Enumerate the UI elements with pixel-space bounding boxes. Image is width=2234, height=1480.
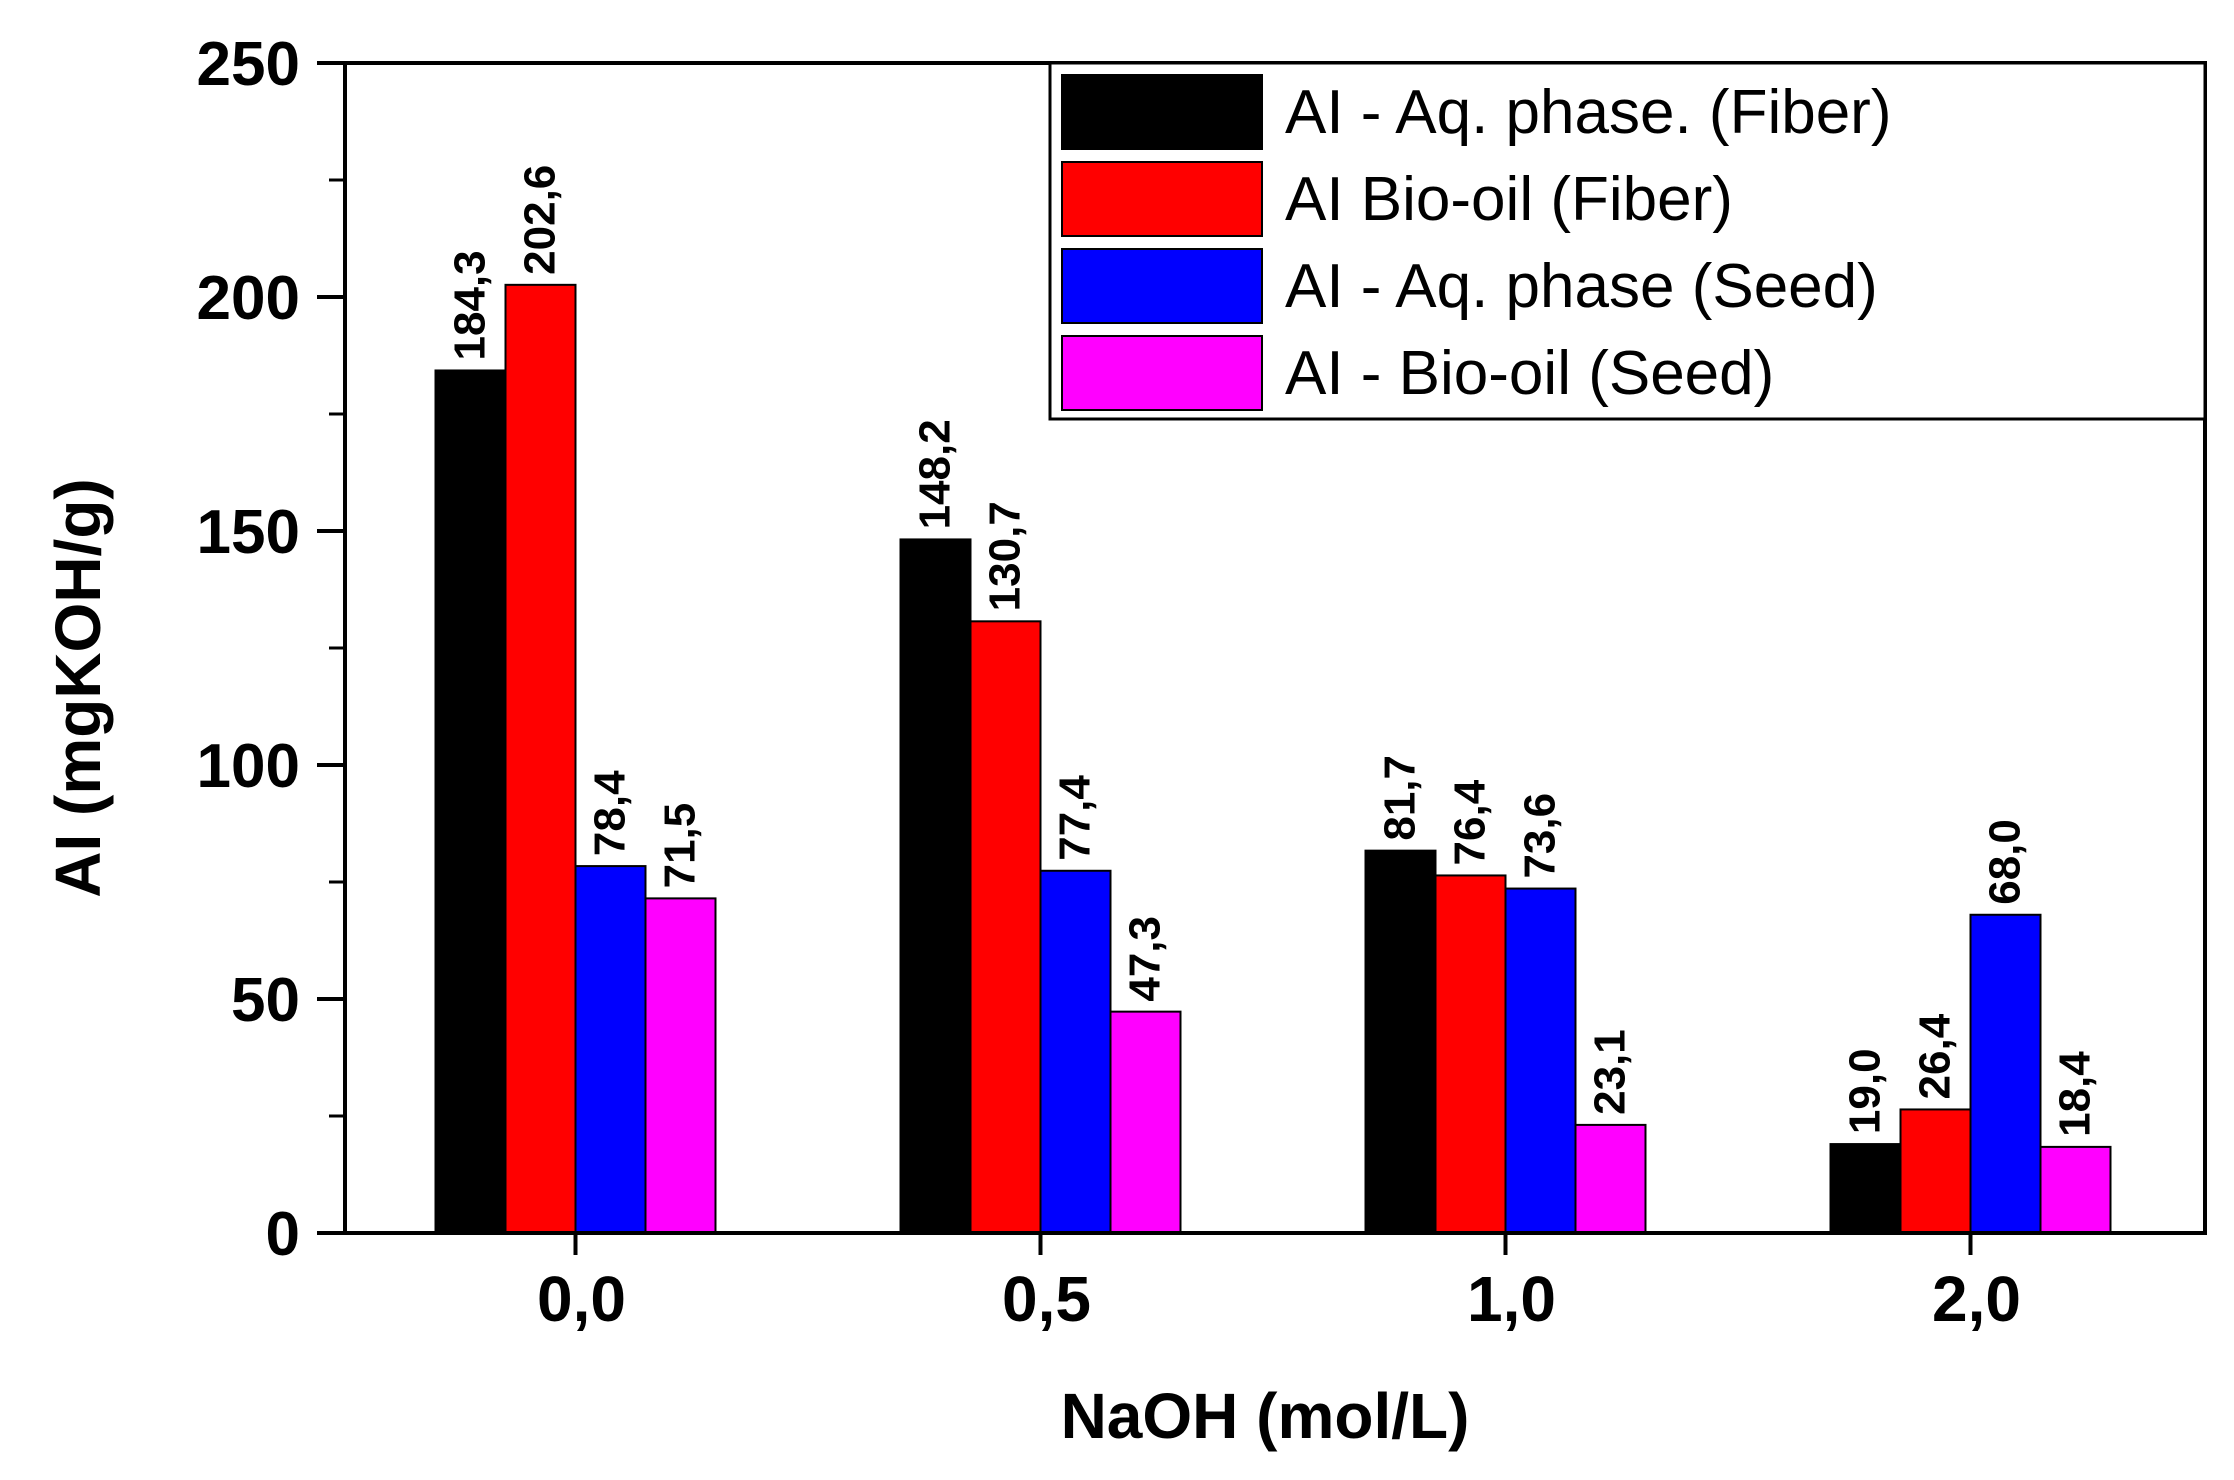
bar bbox=[574, 865, 647, 1234]
legend-label: AI - Bio-oil (Seed) bbox=[1285, 339, 1774, 408]
bar-value-label: 68,0 bbox=[1981, 819, 2030, 905]
bar-value-label: 184,3 bbox=[446, 250, 495, 360]
legend-label: AI - Aq. phase (Seed) bbox=[1285, 252, 1878, 321]
x-tick-label: 2,0 bbox=[1932, 1263, 2021, 1335]
x-tick-label: 0,5 bbox=[1002, 1263, 1091, 1335]
bar bbox=[1969, 913, 2042, 1234]
bar-value-label: 78,4 bbox=[586, 770, 635, 856]
bar-labels: 184,3 202,6 78,4 71,5 148,2 130,7 77,4 47,3 81,7… bbox=[446, 165, 2100, 1137]
bar-value-label: 71,5 bbox=[656, 803, 705, 889]
bar bbox=[504, 283, 577, 1235]
bar bbox=[899, 538, 972, 1234]
axes: 0 50 100 150 200 250 0,0 0,5 1,0 2,0 bbox=[197, 30, 2021, 1335]
legend-label: AI - Aq. phase. (Fiber) bbox=[1285, 78, 1891, 147]
x-axis-title: NaOH (mol/L) bbox=[1061, 1380, 1470, 1452]
bar bbox=[969, 620, 1042, 1234]
bar-value-label: 76,4 bbox=[1446, 779, 1495, 865]
bar-value-label: 23,1 bbox=[1586, 1029, 1635, 1115]
bar-value-label: 81,7 bbox=[1376, 755, 1425, 841]
bar-value-label: 18,4 bbox=[2051, 1051, 2100, 1137]
bar bbox=[1039, 869, 1112, 1234]
bars bbox=[434, 283, 2112, 1235]
legend-swatch bbox=[1061, 161, 1263, 237]
bar-value-label: 73,6 bbox=[1516, 793, 1565, 879]
bar bbox=[434, 369, 507, 1234]
x-tick-label: 0,0 bbox=[537, 1263, 626, 1335]
x-tick-label: 1,0 bbox=[1467, 1263, 1556, 1335]
legend-swatch bbox=[1061, 335, 1263, 411]
y-tick-label: 200 bbox=[197, 264, 300, 333]
bar-value-label: 202,6 bbox=[516, 165, 565, 275]
bar-value-label: 77,4 bbox=[1051, 775, 1100, 861]
legend: AI - Aq. phase. (Fiber) AI Bio-oil (Fiber… bbox=[1048, 61, 2207, 421]
bar-value-label: 148,2 bbox=[911, 419, 960, 529]
bar-value-label: 19,0 bbox=[1841, 1048, 1890, 1134]
bar-value-label: 130,7 bbox=[981, 501, 1030, 611]
bar bbox=[1829, 1143, 1902, 1234]
y-tick-label: 0 bbox=[266, 1200, 300, 1269]
bar bbox=[1899, 1108, 1972, 1234]
bar bbox=[1434, 874, 1507, 1234]
y-tick-label: 150 bbox=[197, 498, 300, 567]
bar bbox=[1574, 1123, 1647, 1234]
y-tick-label: 250 bbox=[197, 30, 300, 99]
bar-value-label: 26,4 bbox=[1911, 1013, 1960, 1099]
y-axis-title: AI (mgKOH/g) bbox=[42, 478, 114, 898]
legend-swatch bbox=[1061, 248, 1263, 324]
bar bbox=[2039, 1145, 2112, 1234]
bar bbox=[1364, 849, 1437, 1234]
bar bbox=[644, 897, 717, 1234]
y-tick-label: 100 bbox=[197, 732, 300, 801]
y-tick-label: 50 bbox=[231, 966, 300, 1035]
bar-value-label: 47,3 bbox=[1121, 916, 1170, 1002]
legend-label: AI Bio-oil (Fiber) bbox=[1285, 165, 1733, 234]
bar bbox=[1504, 887, 1577, 1234]
legend-swatch bbox=[1061, 74, 1263, 150]
bar bbox=[1109, 1010, 1182, 1234]
